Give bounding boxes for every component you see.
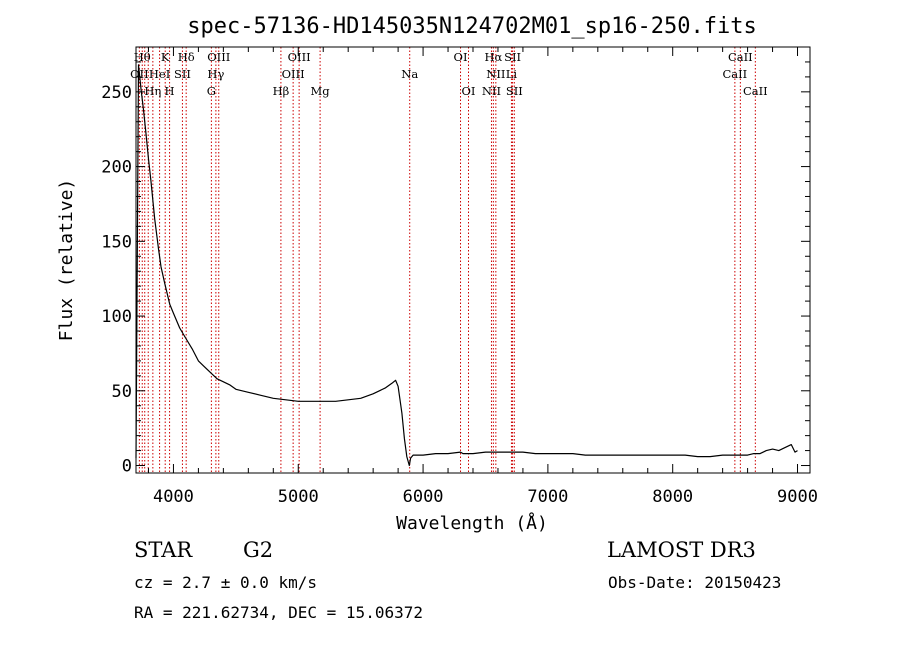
- plot-frame: [135, 46, 811, 474]
- line-label: OIII: [207, 50, 230, 64]
- y-axis-ticks: 0 50 100 150 200 250: [101, 61, 810, 477]
- line-label: HeI: [149, 67, 170, 81]
- line-label: Hγ: [207, 67, 224, 81]
- line-label: G: [207, 84, 216, 98]
- line-label: CaII: [743, 84, 768, 98]
- line-label: SII: [174, 67, 191, 81]
- y-tick-label: 250: [101, 83, 132, 103]
- x-tick-label: 6000: [403, 487, 444, 507]
- line-label: Hη: [144, 84, 161, 98]
- x-tick-label: 9000: [777, 487, 818, 507]
- line-label: Mg: [311, 84, 331, 98]
- line-label: OIII: [288, 50, 311, 64]
- y-tick-label: 150: [101, 232, 132, 252]
- y-tick-label: 0: [122, 457, 132, 477]
- survey-name: LAMOST DR3: [607, 538, 756, 562]
- line-label: OIII: [282, 67, 305, 81]
- x-axis-label: Wavelength (Å): [396, 512, 548, 534]
- line-label: CaII: [728, 50, 753, 64]
- y-axis-label: Flux (relative): [56, 179, 77, 342]
- spectrum-line: [135, 64, 798, 467]
- y-tick-label: 50: [112, 382, 132, 402]
- x-tick-label: 8000: [652, 487, 693, 507]
- y-tick-label: 100: [101, 307, 132, 327]
- x-tick-label: 5000: [278, 487, 319, 507]
- redshift-text: cz = 2.7 ± 0.0 km/s: [134, 573, 318, 592]
- line-label: Hδ: [178, 50, 195, 64]
- spectral-line-markers: [138, 47, 756, 473]
- x-axis-ticks: 4000 5000 6000 7000 8000 9000: [147, 47, 818, 507]
- chart-title: spec-57136-HD145035N124702M01_sp16-250.f…: [187, 14, 757, 39]
- x-tick-label: 7000: [527, 487, 568, 507]
- x-tick-label: 4000: [153, 487, 194, 507]
- line-label: Na: [401, 67, 418, 81]
- line-label: NII: [482, 84, 501, 98]
- y-tick-label: 200: [101, 158, 132, 178]
- line-label: OI: [462, 84, 476, 98]
- line-label: SII: [504, 50, 521, 64]
- line-label: CaII: [722, 67, 747, 81]
- line-label: OI: [454, 50, 468, 64]
- line-label: Hβ: [273, 84, 290, 98]
- line-label: Li: [506, 67, 518, 81]
- spectrum-series: [135, 64, 798, 467]
- observation-date: Obs-Date: 20150423: [608, 573, 782, 592]
- coordinates-text: RA = 221.62734, DEC = 15.06372: [134, 603, 423, 622]
- line-label: K: [161, 50, 170, 64]
- line-label: H: [165, 84, 175, 98]
- line-label: Hθ: [134, 50, 151, 64]
- line-label: Hα: [484, 50, 502, 64]
- line-label: SII: [506, 84, 523, 98]
- line-label: NII: [486, 67, 505, 81]
- object-subclass: G2: [243, 538, 274, 562]
- object-class: STAR: [134, 538, 193, 562]
